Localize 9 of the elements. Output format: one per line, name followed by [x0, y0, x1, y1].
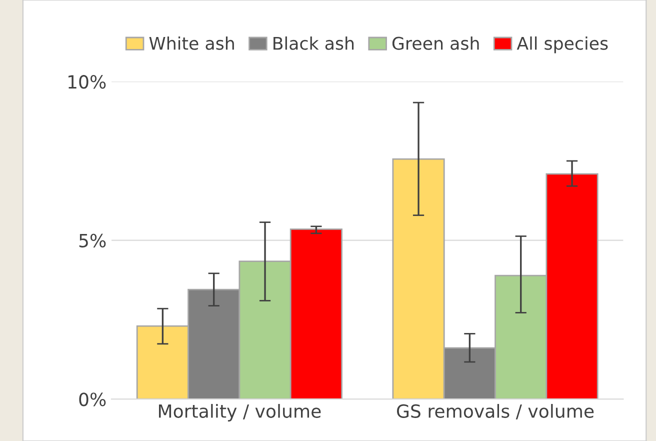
- legend-label: Green ash: [392, 36, 479, 50]
- legend-label: All species: [516, 36, 608, 54]
- y-tick-label: 10%: [68, 75, 106, 89]
- x-tick-label: Mortality / volume: [158, 404, 321, 422]
- legend-label: Black ash: [274, 36, 354, 50]
- y-tick-label: 0%: [79, 392, 106, 406]
- legend-label: White ash: [149, 36, 234, 50]
- y-tick-label: 5%: [79, 234, 106, 248]
- x-tick-label: GS removals / volume: [397, 404, 594, 420]
